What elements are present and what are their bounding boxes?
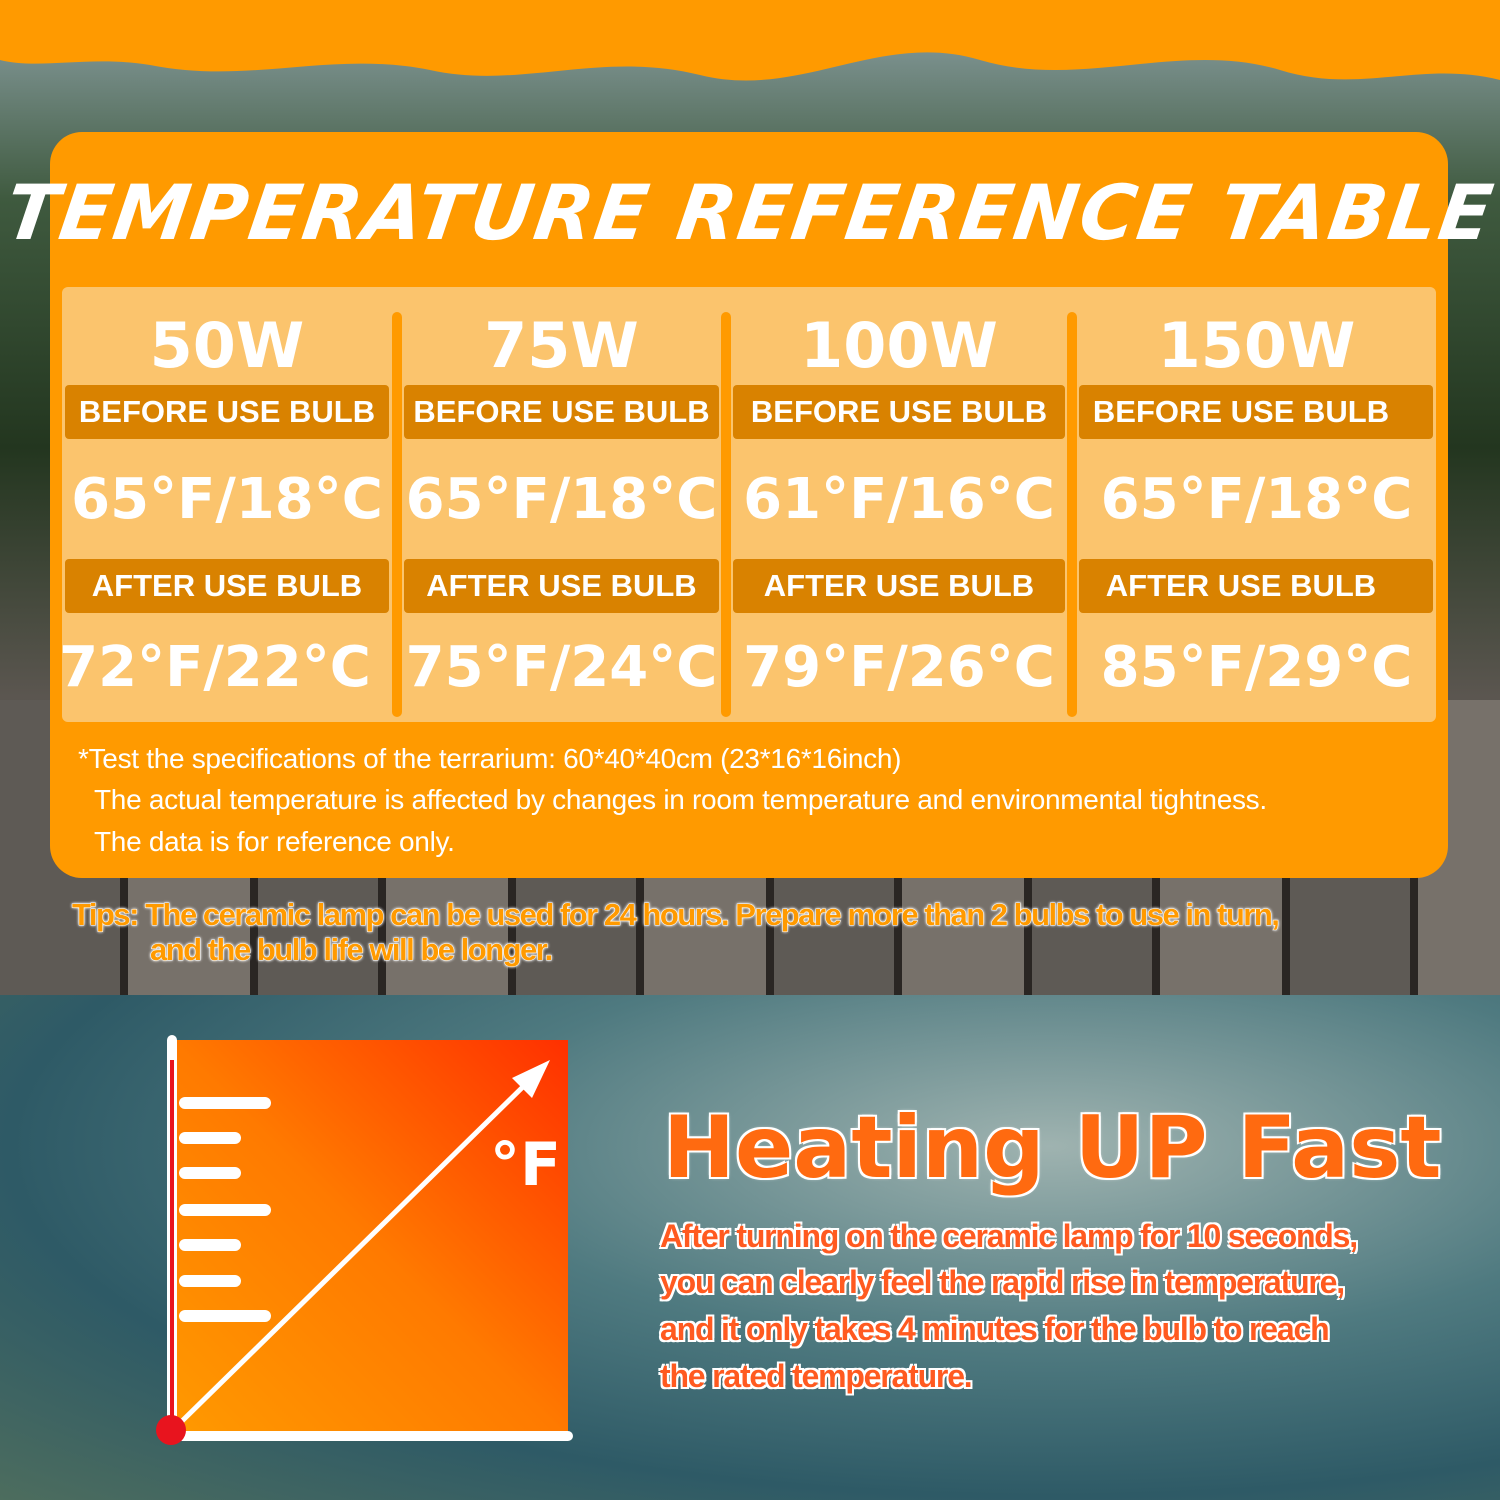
description-line: the rated temperature.: [660, 1358, 973, 1394]
table-title: TEMPERATURE REFERENCE TABLE: [0, 168, 1500, 257]
footnote-line: The data is for reference only.: [94, 826, 455, 857]
fahrenheit-label: °F: [490, 1130, 561, 1200]
wattage-label: 100W: [800, 309, 998, 382]
after-label: AFTER USE BULB: [733, 559, 1065, 613]
before-value: 65°F/18°C: [1100, 467, 1413, 532]
column-divider: [1067, 312, 1077, 717]
tips-line: and the bulb life will be longer.: [150, 932, 554, 968]
thermometer-rising-arrow-icon: °F: [156, 1035, 573, 1445]
table-panel: [62, 287, 1436, 722]
before-label: BEFORE USE BULB: [1079, 385, 1433, 439]
after-value: 75°F/24°C: [405, 635, 718, 700]
heading: Heating UP Fast: [663, 1098, 1442, 1198]
before-value: 65°F/18°C: [405, 467, 718, 532]
orange-wave: [0, 0, 1500, 81]
before-label: BEFORE USE BULB: [404, 385, 719, 439]
column-divider: [392, 312, 402, 717]
description-line: and it only takes 4 minutes for the bulb…: [660, 1311, 1330, 1347]
footnote-line: *Test the specifications of the terrariu…: [78, 743, 902, 774]
before-value: 65°F/18°C: [71, 467, 383, 532]
after-value: 79°F/26°C: [743, 635, 1055, 700]
column-100w: 100W BEFORE USE BULB 61°F/16°C AFTER USE…: [731, 287, 1067, 722]
before-label: BEFORE USE BULB: [733, 385, 1065, 439]
column-divider: [721, 312, 731, 717]
column-50w: 50W BEFORE USE BULB 65°F/18°C AFTER USE …: [59, 287, 392, 722]
before-value: 61°F/16°C: [743, 467, 1055, 532]
column-75w: 75W BEFORE USE BULB 65°F/18°C AFTER USE …: [402, 287, 721, 722]
tips-line: Tips: The ceramic lamp can be used for 2…: [71, 897, 1280, 933]
after-value: 85°F/29°C: [1100, 635, 1413, 700]
wattage-label: 150W: [1157, 309, 1356, 382]
before-label: BEFORE USE BULB: [65, 385, 389, 439]
description-line: you can clearly feel the rapid rise in t…: [660, 1264, 1345, 1300]
wattage-label: 75W: [484, 309, 639, 382]
footnote-line: The actual temperature is affected by ch…: [94, 784, 1267, 815]
after-label: AFTER USE BULB: [404, 559, 719, 613]
description-line: After turning on the ceramic lamp for 10…: [660, 1218, 1358, 1254]
wattage-label: 50W: [149, 309, 305, 382]
after-label: AFTER USE BULB: [1079, 559, 1433, 613]
after-value: 72°F/22°C: [59, 635, 371, 700]
column-150w: 150W BEFORE USE BULB 65°F/18°C AFTER USE…: [1077, 287, 1436, 722]
after-label: AFTER USE BULB: [65, 559, 389, 613]
